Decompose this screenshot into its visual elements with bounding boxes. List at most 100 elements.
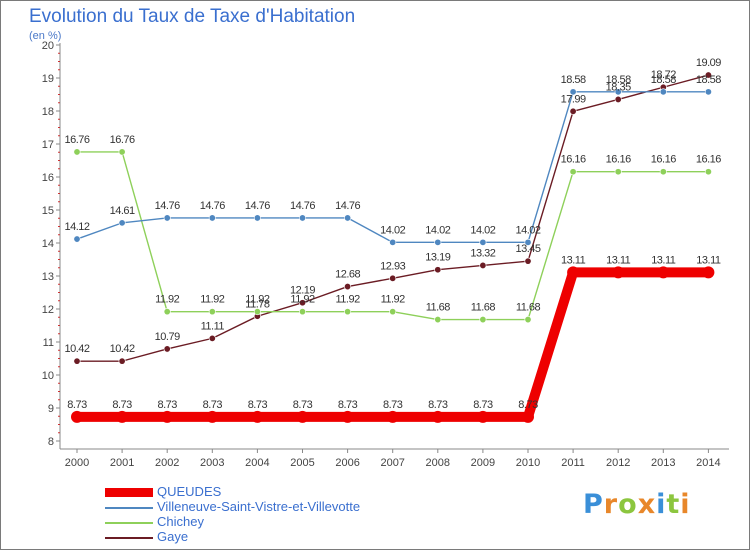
data-label: 8.73 <box>157 399 177 411</box>
data-point <box>434 266 442 274</box>
data-point <box>163 214 171 222</box>
legend-swatch <box>105 537 153 539</box>
logo-letter: r <box>603 489 619 520</box>
data-label: 8.73 <box>518 399 538 411</box>
data-point <box>161 410 174 423</box>
data-label: 13.19 <box>425 252 450 264</box>
x-tick-label: 2000 <box>65 457 89 469</box>
data-label: 14.76 <box>200 200 225 212</box>
legend-swatch <box>105 522 153 524</box>
data-label: 13.45 <box>515 243 540 255</box>
data-point <box>71 410 83 423</box>
x-tick-label: 2012 <box>606 457 630 469</box>
data-point <box>657 266 670 279</box>
y-tick-label: 8 <box>48 436 54 448</box>
data-point <box>116 410 129 423</box>
data-point <box>479 238 487 246</box>
data-point <box>73 148 81 156</box>
data-point <box>479 261 487 269</box>
legend-swatch <box>105 488 153 497</box>
y-tick-label: 20 <box>42 40 54 52</box>
data-point <box>208 334 216 342</box>
axis-layer: 8 9 10 11 12 13 14 15 16 17 18 19 20 2000 2001 2002 2003… <box>42 40 729 469</box>
data-point <box>569 88 577 96</box>
data-label: 8.73 <box>248 399 268 411</box>
x-tick-label: 2009 <box>471 457 495 469</box>
legend-label: Villeneuve-Saint-Vistre-et-Villevotte <box>157 499 361 514</box>
data-point <box>118 357 126 365</box>
data-point <box>253 214 261 222</box>
data-point <box>524 316 532 324</box>
data-point <box>253 308 261 316</box>
data-label: 18.72 <box>651 69 676 81</box>
data-point <box>386 410 399 423</box>
data-point <box>163 308 171 316</box>
data-point <box>431 410 444 423</box>
data-point <box>298 214 306 222</box>
data-point <box>569 168 577 176</box>
data-label: 10.79 <box>155 331 180 343</box>
data-label: 13.11 <box>561 254 586 266</box>
logo-letter: i <box>656 489 667 520</box>
data-point <box>341 410 354 423</box>
data-label: 11.78 <box>245 298 270 310</box>
data-label: 14.02 <box>515 224 540 236</box>
data-label: 11.92 <box>335 294 360 306</box>
data-point <box>614 168 622 176</box>
data-point <box>434 238 442 246</box>
data-label: 11.92 <box>290 294 315 306</box>
data-point <box>524 257 532 265</box>
data-point <box>298 299 306 307</box>
data-label: 8.73 <box>67 399 87 411</box>
data-label: 8.73 <box>293 399 313 411</box>
data-point <box>704 88 712 96</box>
data-label: 14.12 <box>64 221 89 233</box>
logo-letter: i <box>680 489 691 520</box>
data-label: 14.61 <box>110 205 135 217</box>
logo-letter: o <box>618 489 638 520</box>
y-tick-label: 16 <box>42 172 54 184</box>
x-tick-label: 2003 <box>200 457 224 469</box>
legend-swatch <box>105 507 153 509</box>
logo-letter: P <box>583 489 604 520</box>
data-label: 16.16 <box>696 154 721 166</box>
data-point <box>659 168 667 176</box>
data-label: 11.92 <box>155 294 180 306</box>
data-point <box>702 266 715 279</box>
y-tick-label: 9 <box>48 403 54 415</box>
data-point <box>704 168 712 176</box>
data-label: 18.35 <box>606 81 631 93</box>
data-label: 12.93 <box>380 260 405 272</box>
data-point <box>251 410 264 423</box>
y-tick-label: 12 <box>42 304 54 316</box>
data-point <box>389 308 397 316</box>
data-label: 12.19 <box>290 285 315 297</box>
y-tick-label: 11 <box>43 337 54 349</box>
proxiti-logo: Proxiti <box>583 489 691 520</box>
data-point <box>298 308 306 316</box>
x-tick-label: 2004 <box>245 457 269 469</box>
data-label: 18.58 <box>696 74 721 86</box>
data-label: 18.58 <box>606 74 631 86</box>
data-label: 11.68 <box>471 302 496 314</box>
data-point <box>659 88 667 96</box>
data-label: 16.16 <box>561 154 586 166</box>
data-label: 13.11 <box>606 254 631 266</box>
y-tick-label: 18 <box>42 106 54 118</box>
y-tick-label: 10 <box>42 370 54 382</box>
data-label: 8.73 <box>112 399 132 411</box>
data-point <box>524 238 532 246</box>
data-label: 11.68 <box>516 302 541 314</box>
data-label: 14.76 <box>245 200 270 212</box>
data-point <box>208 308 216 316</box>
chart-subtitle: (en %) <box>29 30 62 42</box>
data-label: 12.68 <box>335 269 360 281</box>
data-point <box>434 316 442 324</box>
data-label: 14.02 <box>425 224 450 236</box>
data-point <box>163 345 171 353</box>
series-layer <box>71 71 715 423</box>
logo-letter: x <box>637 489 657 520</box>
data-label: 14.76 <box>335 200 360 212</box>
data-point <box>208 214 216 222</box>
